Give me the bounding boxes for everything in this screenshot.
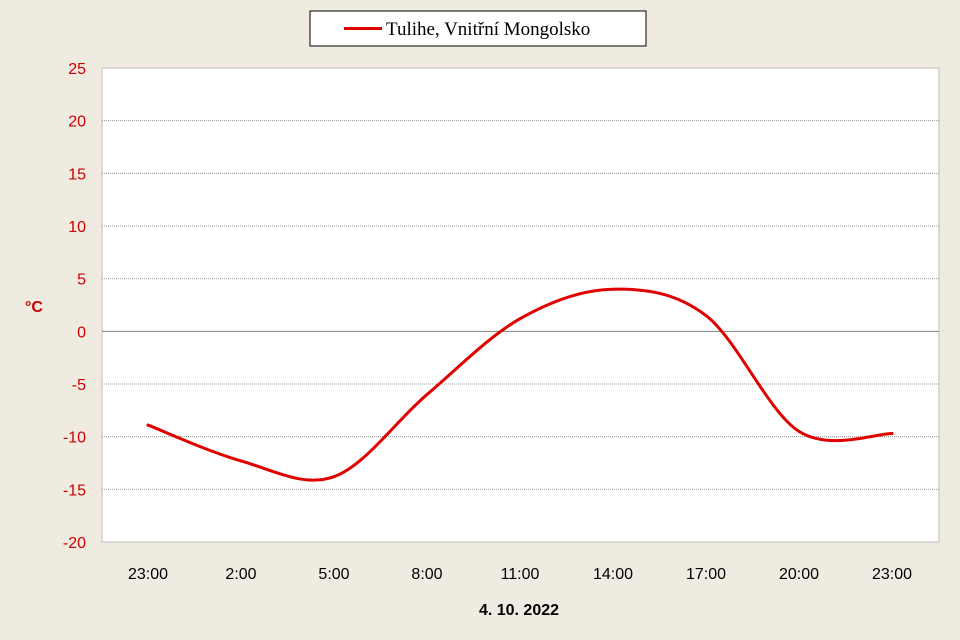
legend-label: Tulihe, Vnitřní Mongolsko <box>386 19 590 40</box>
plot-area <box>101 67 940 543</box>
x-tick-label: 20:00 <box>779 566 819 583</box>
x-tick-label: 2:00 <box>225 566 256 583</box>
y-tick-label: -20 <box>63 535 86 552</box>
y-tick-label: 5 <box>77 272 86 289</box>
data-point <box>425 393 429 397</box>
x-tick-label: 14:00 <box>593 566 633 583</box>
data-point <box>797 429 801 433</box>
gridlines <box>102 120 939 490</box>
y-tick-label: 15 <box>68 166 86 183</box>
data-point <box>239 459 243 463</box>
y-tick-label: -10 <box>63 430 86 447</box>
data-point <box>890 432 894 436</box>
data-points <box>146 287 894 479</box>
x-tick-label: 23:00 <box>872 566 912 583</box>
y-tick-label: -5 <box>72 377 86 394</box>
x-tick-label: 17:00 <box>686 566 726 583</box>
y-tick-label: 25 <box>68 61 86 78</box>
y-axis-ticks: 25 20 15 10 5 0 -5 -10 -15 -20 <box>63 61 86 552</box>
data-point <box>332 475 336 479</box>
data-point <box>146 423 150 427</box>
y-tick-label: 0 <box>77 324 86 341</box>
y-axis-label: °C <box>25 299 43 316</box>
y-tick-label: -15 <box>63 482 86 499</box>
x-axis-ticks: 23:00 2:00 5:00 8:00 11:00 14:00 17:00 20:00 23:… <box>128 566 912 583</box>
x-tick-label: 5:00 <box>318 566 349 583</box>
x-tick-label: 8:00 <box>411 566 442 583</box>
x-tick-label: 11:00 <box>501 566 540 583</box>
legend: Tulihe, Vnitřní Mongolsko <box>309 10 647 47</box>
data-point <box>611 287 615 291</box>
x-axis-label: 4. 10. 2022 <box>479 602 559 619</box>
y-tick-label: 20 <box>68 114 86 131</box>
x-tick-label: 23:00 <box>128 566 168 583</box>
data-point <box>518 317 522 321</box>
data-point <box>704 314 708 318</box>
y-tick-label: 10 <box>68 219 86 236</box>
